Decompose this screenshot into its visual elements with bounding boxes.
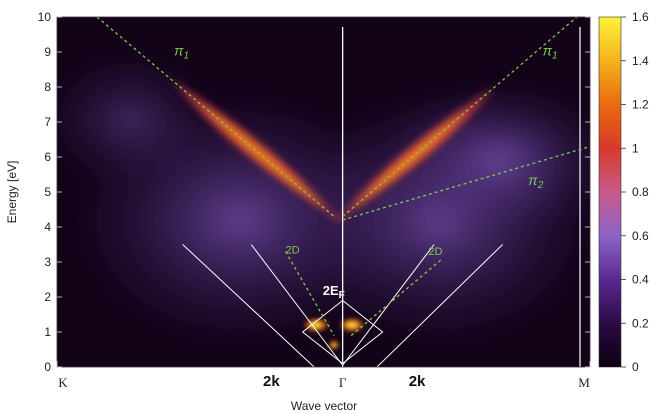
two-k-label: 2k [409, 373, 426, 390]
continuum-line [250, 244, 344, 366]
x-point-label: K [58, 375, 68, 390]
y-tick-label: 5 [44, 185, 51, 199]
y-tick-label: 3 [44, 255, 51, 269]
y-tick-label: 7 [44, 115, 51, 129]
band-guide-line [284, 251, 335, 336]
colorbar-tick-label: 0.8 [632, 185, 649, 199]
colorbar-tick-label: 1.6 [632, 10, 649, 24]
band-guide-line [342, 145, 590, 221]
y-tick-label: 1 [44, 325, 51, 339]
y-tick-label: 0 [44, 360, 51, 374]
colorbar [598, 16, 622, 368]
y-axis-label: Energy [eV] [5, 161, 19, 224]
colorbar-tick-label: 0.6 [632, 229, 649, 243]
colorbar-tick-label: 1.2 [632, 98, 649, 112]
band-guide-line [350, 258, 444, 336]
y-tick-label: 9 [44, 45, 51, 59]
y-tick-label: 8 [44, 80, 51, 94]
y-tick-label: 2 [44, 290, 51, 304]
purple-haze [57, 50, 590, 350]
colorbar-tick-label: 0.2 [632, 316, 649, 330]
continuum-line [376, 244, 503, 367]
y-tick-label: 6 [44, 150, 51, 164]
y-axis: 0 1 2 3 4 5 6 7 8 9 10 [38, 10, 590, 374]
continuum-line [182, 244, 315, 367]
band-2d-label: 2D [286, 244, 300, 256]
x-point-label: M [578, 375, 590, 390]
colorbar-tick-label: 0 [632, 360, 639, 374]
low-energy-spots [302, 317, 366, 350]
y-tick-label: 10 [38, 10, 52, 24]
y-tick-label: 4 [44, 220, 51, 234]
two-ef-diamond [301, 299, 384, 365]
colorbar-ticks: 0 0.2 0.4 0.6 0.8 1 1.2 1.4 1.6 [621, 10, 649, 374]
x-point-label: Γ [339, 375, 347, 390]
band-guides [96, 17, 590, 336]
x-axis-label: Wave vector [291, 399, 357, 413]
colorbar-tick-label: 1.4 [632, 54, 649, 68]
colorbar-tick-label: 1 [632, 141, 639, 155]
band-2d-label: 2D [428, 246, 442, 258]
band-guide-line [96, 17, 335, 217]
two-k-label: 2k [263, 373, 280, 390]
colorbar-tick-label: 0.4 [632, 273, 649, 287]
